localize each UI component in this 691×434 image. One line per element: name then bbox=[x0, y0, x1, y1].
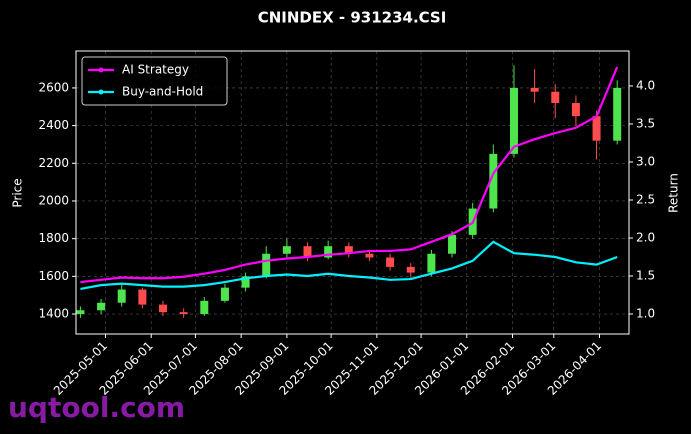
candle-body bbox=[303, 246, 312, 258]
legend-label: Buy-and-Hold bbox=[122, 85, 203, 99]
candle-body bbox=[592, 116, 601, 141]
candle-body bbox=[138, 289, 147, 305]
y-axis-label: Price bbox=[11, 178, 25, 207]
legend-label: AI Strategy bbox=[122, 63, 189, 77]
return-line bbox=[80, 240, 618, 291]
y2-tick-label: 2.5 bbox=[636, 192, 655, 206]
candle-body bbox=[282, 246, 291, 254]
y-tick-label: 2400 bbox=[38, 118, 69, 132]
candle-body bbox=[509, 87, 518, 154]
legend-marker bbox=[98, 67, 104, 73]
y2-tick-label: 1.5 bbox=[636, 269, 655, 283]
candle-body bbox=[571, 103, 580, 117]
candle-body bbox=[427, 253, 436, 273]
candle-body bbox=[406, 266, 415, 273]
y2-tick-label: 3.5 bbox=[636, 116, 655, 130]
candle-body bbox=[241, 276, 250, 288]
candle-body bbox=[200, 300, 209, 315]
candle-body bbox=[262, 253, 271, 277]
candle-body bbox=[551, 91, 560, 104]
return-line bbox=[80, 66, 619, 284]
candle-body bbox=[448, 234, 457, 254]
candle-body bbox=[97, 302, 106, 311]
y-tick-label: 2600 bbox=[38, 80, 69, 94]
candle-body bbox=[489, 153, 498, 209]
legend-marker bbox=[98, 89, 104, 95]
candle-body bbox=[76, 310, 85, 315]
y2-tick-label: 3.0 bbox=[636, 154, 655, 168]
y-tick-label: 1400 bbox=[38, 307, 69, 321]
candle-body bbox=[159, 304, 168, 313]
chart-title: CNINDEX - 931234.CSI bbox=[258, 9, 447, 27]
y-tick-label: 2000 bbox=[38, 193, 69, 207]
candle-body bbox=[344, 246, 353, 254]
legend-box bbox=[81, 56, 228, 106]
candle-body bbox=[220, 287, 229, 301]
candle-body bbox=[386, 257, 395, 267]
y2-tick-label: 2.0 bbox=[636, 230, 655, 244]
candle-body bbox=[613, 87, 622, 141]
y-tick-label: 1600 bbox=[38, 269, 69, 283]
y2-axis-label: Return bbox=[667, 173, 681, 213]
watermark: uqtool.com bbox=[8, 391, 185, 424]
candle-body bbox=[117, 289, 126, 303]
y-tick-label: 2200 bbox=[38, 156, 69, 170]
candle-body bbox=[179, 312, 188, 315]
candle-body bbox=[324, 246, 333, 258]
y2-tick-label: 4.0 bbox=[636, 78, 655, 92]
candle-body bbox=[530, 87, 539, 92]
y-tick-label: 1800 bbox=[38, 231, 69, 245]
candle-body bbox=[365, 253, 374, 258]
plot-frame bbox=[75, 50, 630, 335]
y2-tick-label: 1.0 bbox=[636, 307, 655, 321]
